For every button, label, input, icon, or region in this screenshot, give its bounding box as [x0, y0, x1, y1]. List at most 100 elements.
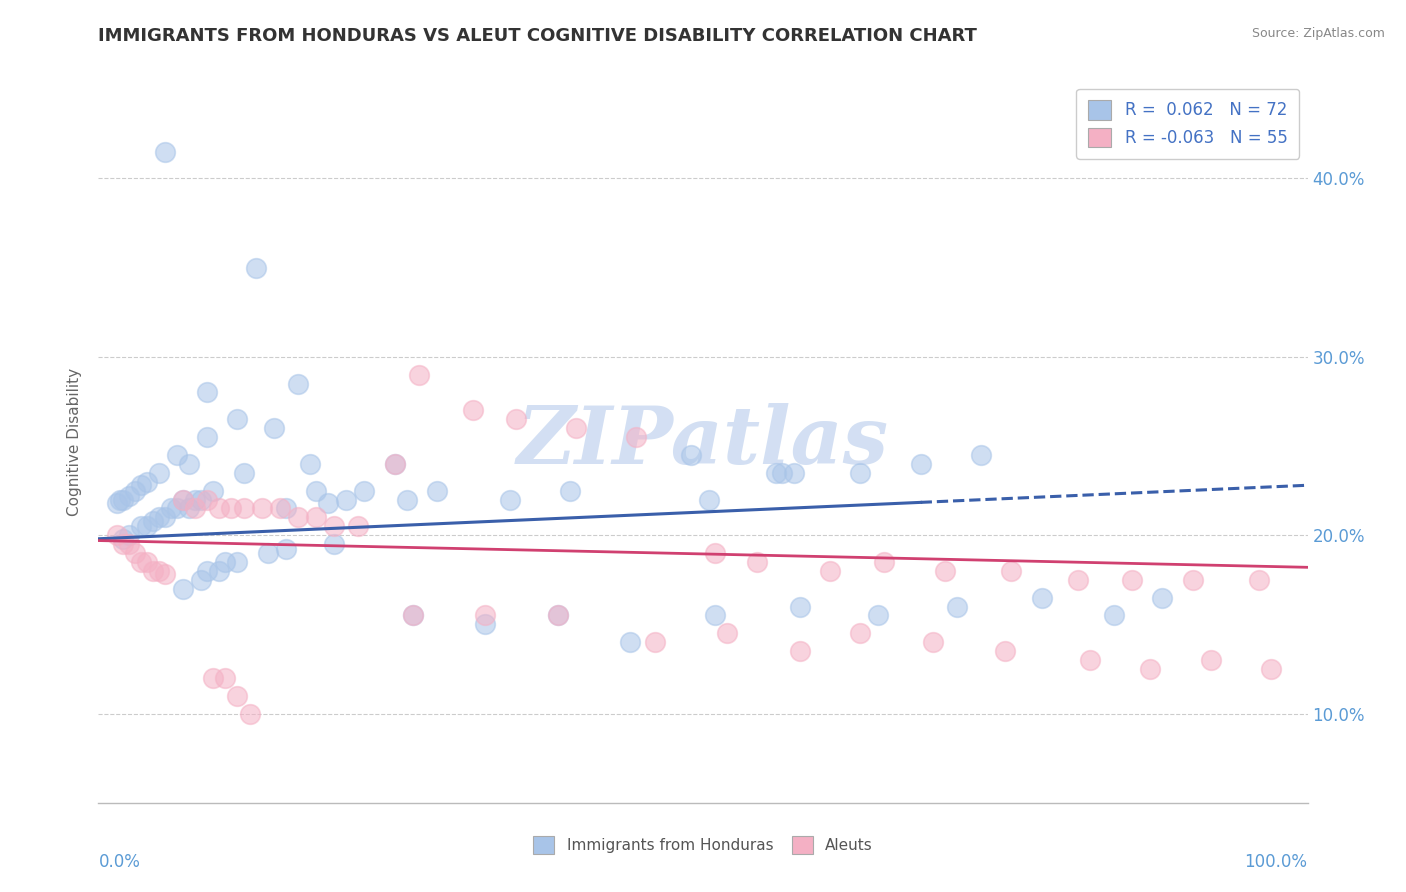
- Y-axis label: Cognitive Disability: Cognitive Disability: [67, 368, 83, 516]
- Point: [287, 376, 309, 391]
- Point: [323, 519, 346, 533]
- Point: [184, 501, 207, 516]
- Point: [782, 466, 804, 480]
- Point: [679, 448, 702, 462]
- Point: [704, 608, 727, 623]
- Point: [245, 260, 267, 275]
- Point: [190, 492, 212, 507]
- Legend: Immigrants from Honduras, Aleuts: Immigrants from Honduras, Aleuts: [527, 830, 879, 860]
- Point: [765, 466, 787, 480]
- Point: [274, 501, 297, 516]
- Point: [946, 599, 969, 614]
- Point: [105, 496, 128, 510]
- Point: [547, 608, 569, 623]
- Point: [704, 546, 727, 560]
- Point: [148, 510, 170, 524]
- Point: [190, 573, 212, 587]
- Point: [384, 457, 406, 471]
- Point: [166, 501, 188, 516]
- Point: [565, 421, 588, 435]
- Point: [153, 145, 176, 159]
- Point: [353, 483, 375, 498]
- Point: [263, 421, 285, 435]
- Point: [1152, 591, 1174, 605]
- Point: [873, 555, 896, 569]
- Point: [202, 671, 225, 685]
- Point: [335, 492, 357, 507]
- Point: [463, 403, 485, 417]
- Point: [124, 483, 146, 498]
- Point: [135, 519, 157, 533]
- Point: [1121, 573, 1143, 587]
- Point: [498, 492, 520, 507]
- Point: [402, 608, 425, 623]
- Point: [849, 466, 872, 480]
- Point: [269, 501, 291, 516]
- Text: IMMIGRANTS FROM HONDURAS VS ALEUT COGNITIVE DISABILITY CORRELATION CHART: IMMIGRANTS FROM HONDURAS VS ALEUT COGNIT…: [98, 27, 977, 45]
- Point: [118, 537, 141, 551]
- Point: [644, 635, 666, 649]
- Point: [153, 567, 176, 582]
- Text: 0.0%: 0.0%: [98, 854, 141, 871]
- Point: [1249, 573, 1271, 587]
- Point: [970, 448, 993, 462]
- Point: [547, 608, 569, 623]
- Point: [474, 608, 496, 623]
- Point: [148, 466, 170, 480]
- Point: [402, 608, 425, 623]
- Point: [934, 564, 956, 578]
- Point: [208, 564, 231, 578]
- Point: [172, 492, 194, 507]
- Point: [1067, 573, 1090, 587]
- Point: [250, 501, 273, 516]
- Point: [395, 492, 418, 507]
- Point: [558, 483, 581, 498]
- Point: [118, 528, 141, 542]
- Point: [172, 582, 194, 596]
- Point: [347, 519, 370, 533]
- Point: [619, 635, 641, 649]
- Point: [226, 555, 249, 569]
- Point: [505, 412, 527, 426]
- Text: Source: ZipAtlas.com: Source: ZipAtlas.com: [1251, 27, 1385, 40]
- Point: [1031, 591, 1053, 605]
- Point: [179, 457, 201, 471]
- Point: [1102, 608, 1125, 623]
- Point: [111, 532, 134, 546]
- Point: [214, 555, 236, 569]
- Point: [747, 555, 769, 569]
- Point: [818, 564, 841, 578]
- Point: [232, 466, 254, 480]
- Point: [849, 626, 872, 640]
- Point: [124, 546, 146, 560]
- Point: [129, 519, 152, 533]
- Text: 100.0%: 100.0%: [1244, 854, 1308, 871]
- Point: [1139, 662, 1161, 676]
- Point: [184, 492, 207, 507]
- Point: [111, 537, 134, 551]
- Point: [256, 546, 278, 560]
- Point: [994, 644, 1017, 658]
- Point: [921, 635, 943, 649]
- Point: [105, 528, 128, 542]
- Point: [153, 510, 176, 524]
- Point: [626, 430, 648, 444]
- Point: [239, 706, 262, 721]
- Point: [868, 608, 890, 623]
- Point: [135, 475, 157, 489]
- Point: [226, 412, 249, 426]
- Point: [1199, 653, 1222, 667]
- Point: [716, 626, 738, 640]
- Point: [195, 492, 218, 507]
- Text: ZIPatlas: ZIPatlas: [517, 403, 889, 480]
- Point: [474, 617, 496, 632]
- Point: [221, 501, 243, 516]
- Point: [111, 492, 134, 507]
- Point: [910, 457, 932, 471]
- Point: [166, 448, 188, 462]
- Point: [789, 599, 811, 614]
- Point: [195, 385, 218, 400]
- Point: [770, 466, 793, 480]
- Point: [148, 564, 170, 578]
- Point: [195, 430, 218, 444]
